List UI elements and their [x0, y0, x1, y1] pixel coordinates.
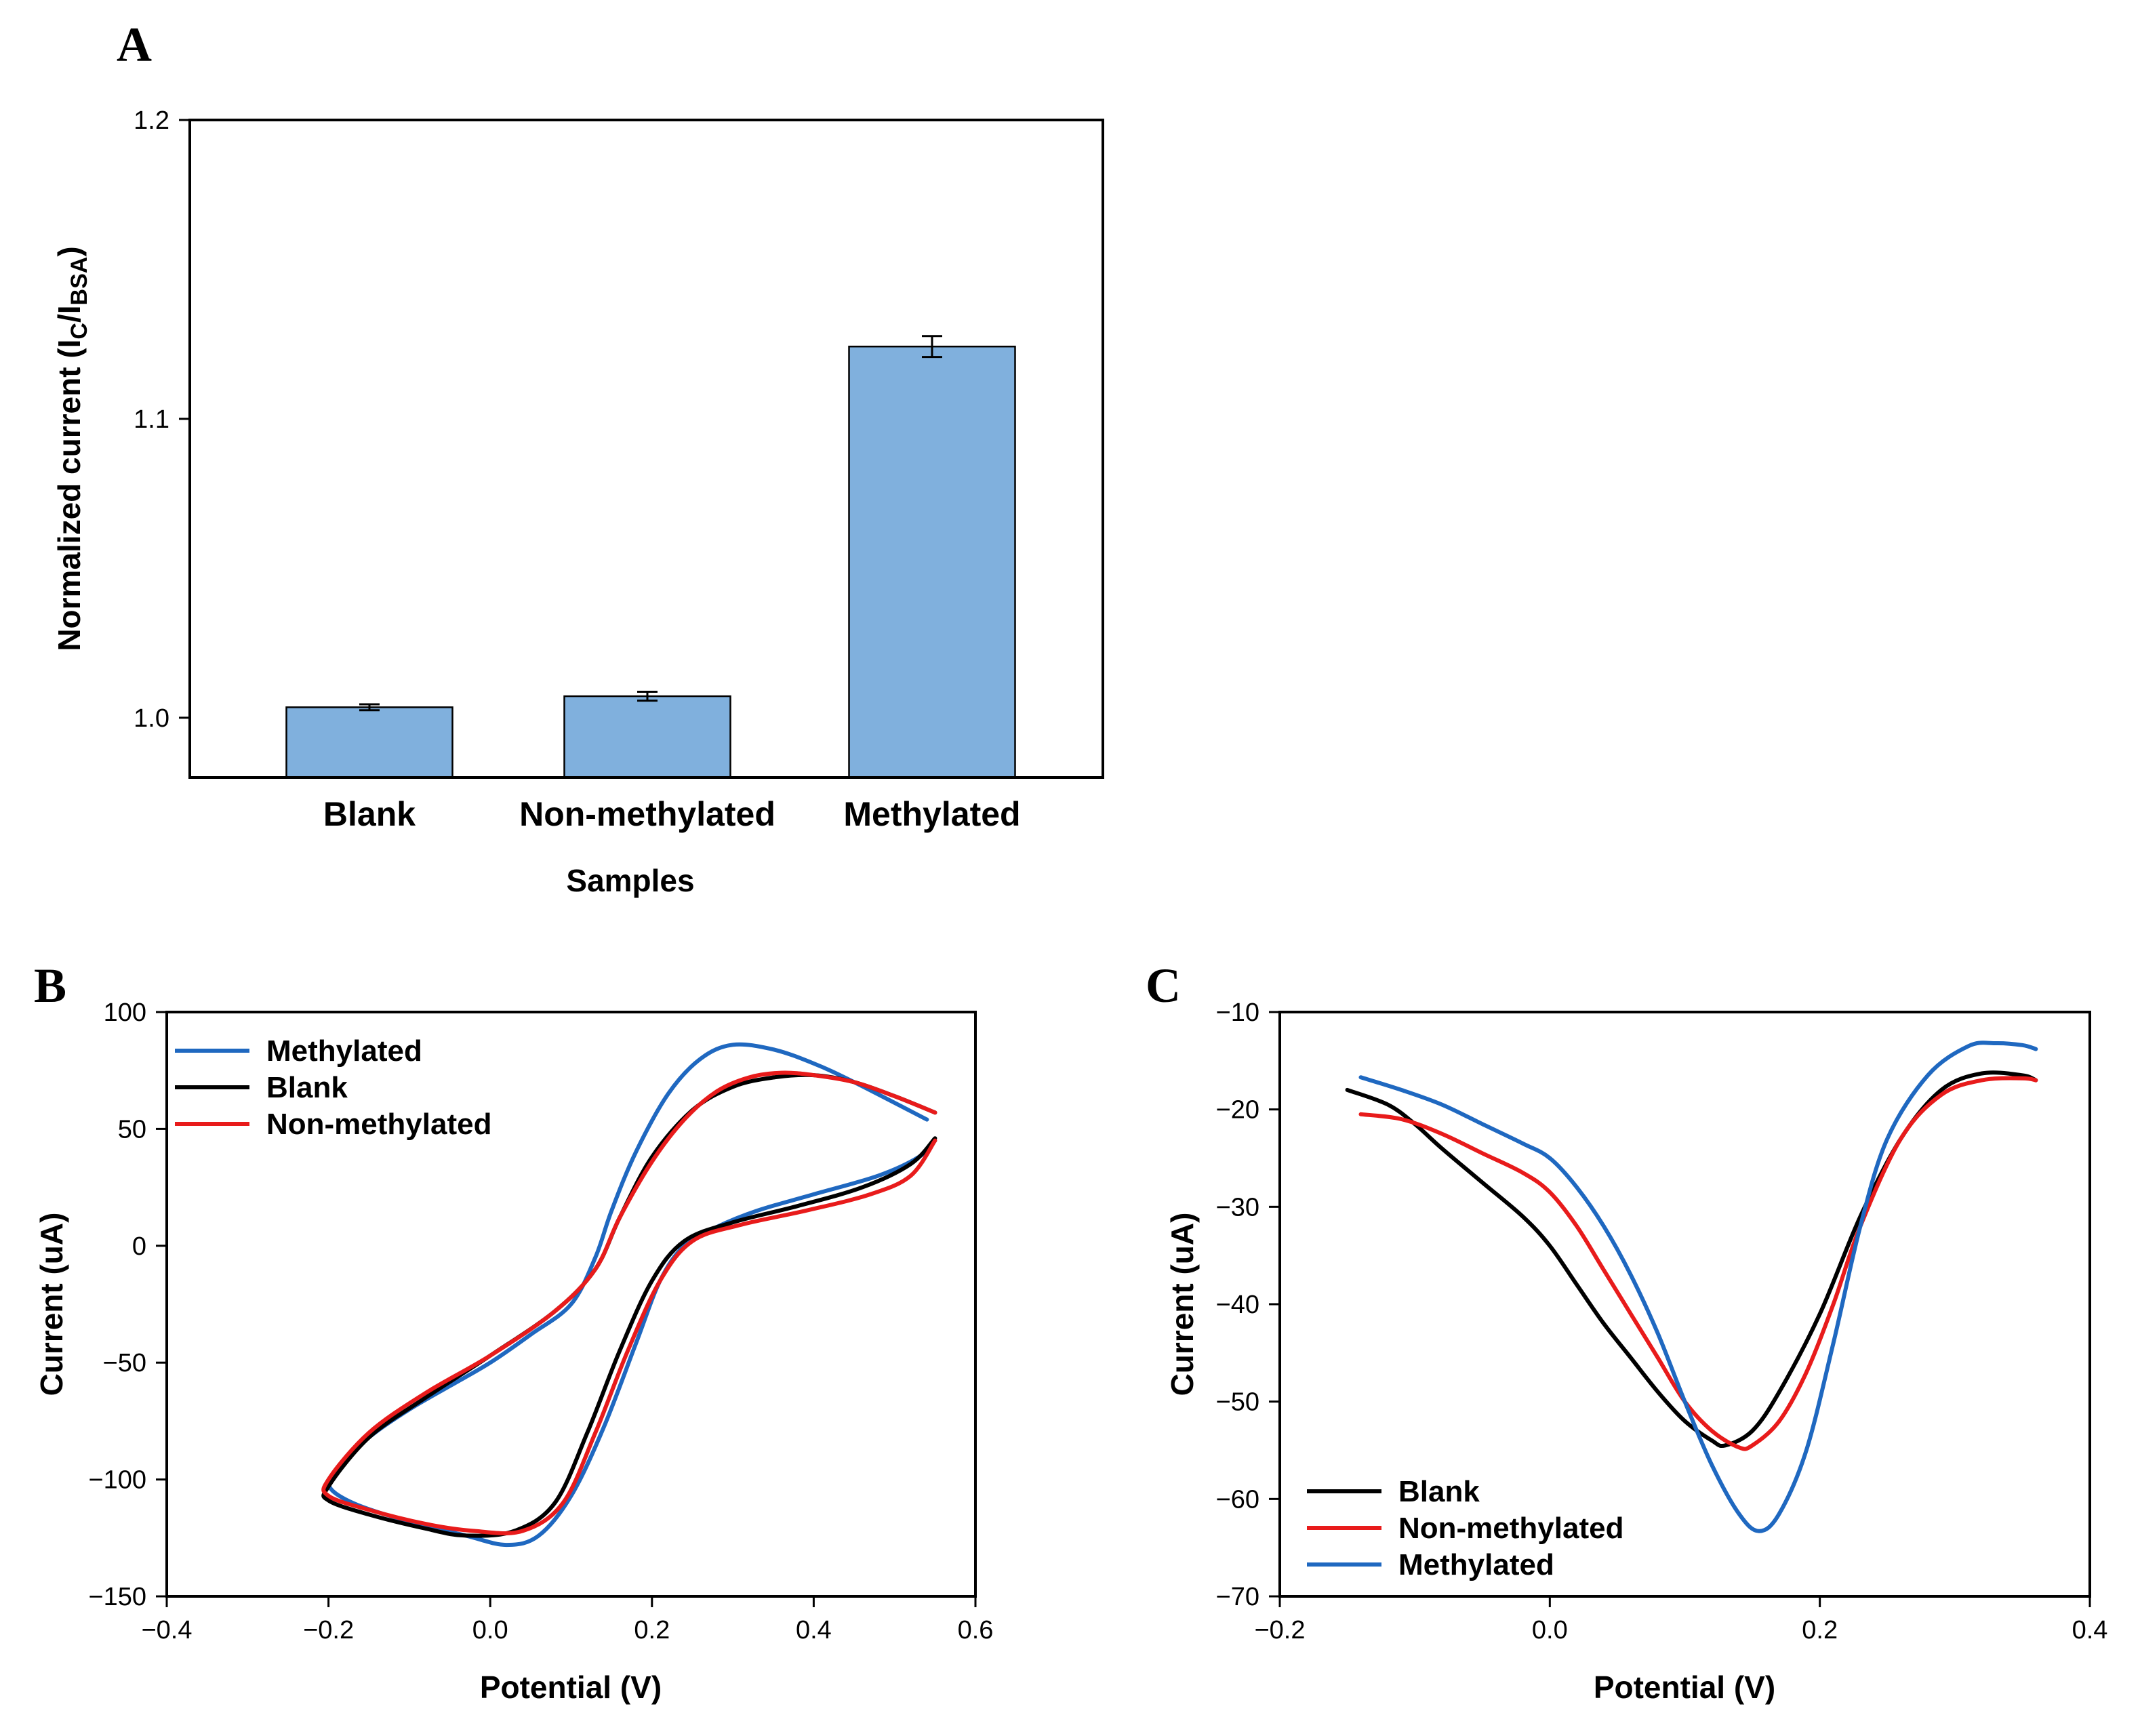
- b-y-tick-label: 50: [118, 1115, 146, 1144]
- b-y-tick-label: −50: [103, 1349, 146, 1377]
- bar-methylated: [848, 345, 1016, 779]
- panel-a-y-tick-label: 1.2: [134, 106, 169, 135]
- c-x-tick-label: 0.0: [1532, 1616, 1568, 1644]
- c-x-tick-label: 0.4: [2072, 1616, 2108, 1644]
- category-label-methylated: Methylated: [843, 795, 1020, 833]
- b-legend-label-methylated: Methylated: [266, 1034, 422, 1068]
- category-label-blank: Blank: [323, 795, 416, 833]
- panel-a-y-axis-title: Normalized current (IC/IBSA): [52, 246, 92, 651]
- b-y-tick-label: 0: [132, 1232, 146, 1261]
- c-y-tick-label: −70: [1216, 1583, 1259, 1611]
- c-series-methylated: [1358, 1041, 2038, 1533]
- c-y-tick-label: −40: [1216, 1291, 1259, 1319]
- c-y-tick-label: −60: [1216, 1485, 1259, 1514]
- panel-letter-a: A: [117, 18, 152, 72]
- panel-c-x-axis-title: Potential (V): [1594, 1670, 1775, 1705]
- panel-c-y-axis-title: Current (uA): [1165, 1213, 1200, 1396]
- b-x-tick-label: 0.6: [958, 1616, 994, 1644]
- c-x-tick-label: −0.2: [1254, 1616, 1305, 1644]
- c-legend-label-blank: Blank: [1398, 1475, 1480, 1508]
- b-x-tick-label: −0.2: [303, 1616, 354, 1644]
- b-series-non-methylated: [321, 1070, 937, 1535]
- panel-b-x-axis-title: Potential (V): [480, 1670, 662, 1705]
- b-legend-label-non-methylated: Non-methylated: [266, 1108, 491, 1141]
- panel-a-y-axis-sub-bsa: BSA: [66, 257, 92, 306]
- panel-c-plot-frame: [1278, 1011, 2091, 1598]
- panel-a-y-axis-title-main: Normalized current (I: [52, 340, 87, 651]
- b-x-tick-label: 0.0: [472, 1616, 508, 1644]
- c-legend-label-methylated: Methylated: [1398, 1548, 1554, 1581]
- b-y-tick-label: −100: [88, 1466, 146, 1495]
- c-legend-label-non-methylated: Non-methylated: [1398, 1512, 1623, 1545]
- b-x-tick-label: −0.4: [141, 1616, 192, 1644]
- bar-non-methylated: [563, 695, 731, 779]
- panel-a-y-tick-label: 1.1: [134, 405, 169, 434]
- c-x-tick-label: 0.2: [1802, 1616, 1838, 1644]
- panel-b-y-axis-title: Current (uA): [34, 1213, 69, 1396]
- bar-blank: [285, 706, 453, 779]
- panel-letter-b: B: [34, 958, 66, 1013]
- panel-a-plot-frame: [188, 119, 1104, 779]
- b-x-tick-label: 0.4: [796, 1616, 832, 1644]
- panel-a-y-axis-sep: /I: [52, 305, 87, 323]
- c-y-tick-label: −10: [1216, 998, 1259, 1027]
- panel-b-plot-frame: [165, 1011, 977, 1598]
- b-series-blank: [321, 1072, 937, 1538]
- c-series-non-methylated: [1358, 1076, 2038, 1451]
- b-y-tick-label: −150: [88, 1583, 146, 1611]
- c-y-tick-label: −20: [1216, 1096, 1259, 1125]
- c-y-tick-label: −50: [1216, 1388, 1259, 1417]
- category-label-non-methylated: Non-methylated: [519, 795, 775, 833]
- panel-a-bar-chart: 1.01.11.2 Blank Non-methylated Methylated …: [52, 106, 1104, 898]
- panel-b-cv-chart: −0.4 −0.2 0.0 0.2 0.4 0.6 100 50 0 −50 −100 −150 M…: [34, 998, 993, 1705]
- c-y-tick-label: −30: [1216, 1193, 1259, 1222]
- panel-a-y-axis-close: ): [52, 246, 87, 256]
- panel-letter-c: C: [1146, 958, 1181, 1013]
- b-y-tick-label: 100: [104, 998, 146, 1027]
- b-legend-label-blank: Blank: [266, 1071, 348, 1104]
- c-series-blank: [1345, 1070, 2038, 1449]
- panel-a-x-axis-title: Samples: [566, 863, 694, 898]
- panel-c-dpv-chart: −0.2 0.0 0.2 0.4 −10 −20 −30 −40 −50 −60 −70 Blan…: [1165, 998, 2107, 1705]
- panel-a-y-tick-label: 1.0: [134, 704, 169, 733]
- panel-a-y-axis-sub-c: C: [66, 323, 92, 340]
- b-x-tick-label: 0.2: [634, 1616, 670, 1644]
